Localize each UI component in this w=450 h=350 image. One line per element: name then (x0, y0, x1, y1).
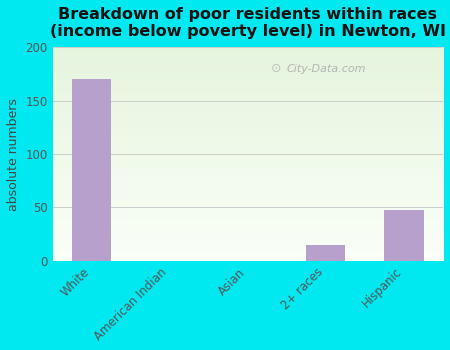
Text: City-Data.com: City-Data.com (287, 64, 366, 74)
Text: ⊙: ⊙ (271, 62, 282, 75)
Title: Breakdown of poor residents within races
(income below poverty level) in Newton,: Breakdown of poor residents within races… (50, 7, 446, 39)
Bar (306, 245, 346, 261)
Y-axis label: absolute numbers: absolute numbers (7, 98, 20, 211)
Bar (384, 210, 423, 261)
Bar (72, 79, 111, 261)
